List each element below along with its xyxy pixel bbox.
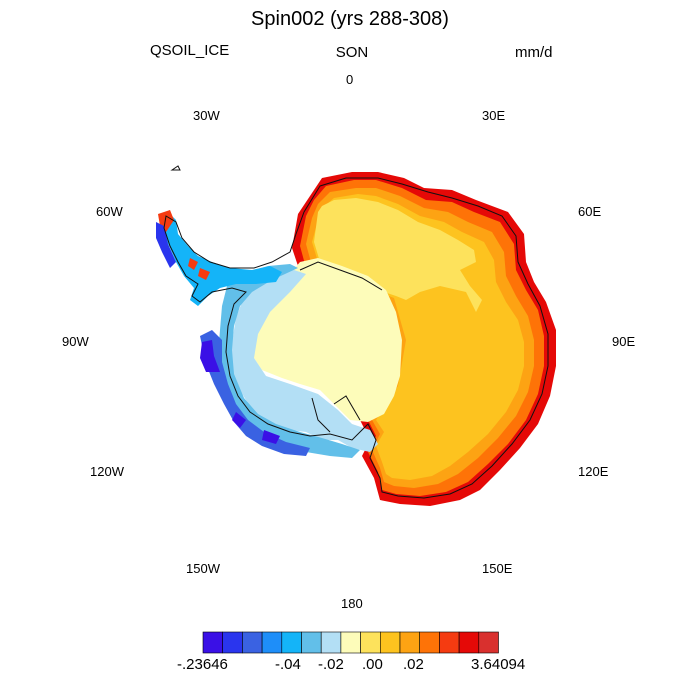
colorbar-swatch: [439, 631, 460, 654]
lon-label-90e: 90E: [612, 334, 636, 349]
colorbar-label-l1: -.04: [275, 656, 301, 673]
colorbar-swatch: [478, 631, 499, 654]
peninsula-red-region: [158, 210, 210, 280]
ice-shelf-line: [299, 261, 383, 433]
variable-name: QSOIL_ICE: [150, 42, 230, 59]
colorbar-swatch: [399, 631, 421, 654]
lon-label-120e: 120E: [578, 464, 609, 479]
island-outline: [170, 165, 181, 171]
plot-title: Spin002 (yrs 288-308): [251, 8, 449, 30]
colorbar-swatch: [360, 631, 381, 654]
colorbar-swatch: [320, 631, 342, 654]
west-lightblue-region: [230, 270, 378, 452]
colorbar-swatch: [379, 631, 401, 654]
colorbar-label-l2: -.02: [318, 656, 344, 673]
units-label: mm/d: [515, 44, 553, 61]
interior-yellow-region: [314, 198, 482, 312]
colorbar-swatch: [419, 631, 440, 654]
lon-label-150e: 150E: [482, 561, 513, 576]
colorbar-label-max: 3.64094: [471, 656, 526, 673]
west-coast-blue-region: [218, 264, 360, 458]
colorbar-label-l4: .02: [403, 656, 424, 673]
colorbar-label-min: -.23646: [177, 656, 228, 673]
lon-label-60w: 60W: [96, 204, 123, 219]
lon-label-0: 0: [346, 72, 354, 87]
peninsula-edge-blue-region: [156, 222, 176, 268]
lon-label-90w: 90W: [62, 334, 89, 349]
lon-label-30e: 30E: [482, 108, 506, 123]
colorbar-label-l3: .00: [362, 656, 383, 673]
west-edge-deepblue-region: [200, 340, 280, 444]
season-label: SON: [335, 44, 369, 61]
colorbar-swatch: [222, 631, 243, 654]
colorbar-swatch: [281, 631, 302, 654]
lon-label-150w: 150W: [186, 561, 220, 576]
lon-label-120w: 120W: [90, 464, 124, 479]
colorbar-swatch: [458, 631, 480, 654]
coastline-outline: [163, 177, 549, 499]
west-pale-region: [250, 258, 402, 422]
colorbar-swatch: [301, 631, 322, 654]
lon-label-180: 180: [341, 596, 363, 611]
peninsula-blue-region: [160, 212, 282, 306]
colorbar-swatch: [340, 631, 361, 654]
colorbar-swatch: [202, 631, 224, 654]
lon-label-60e: 60E: [578, 204, 602, 219]
colorbar-swatch: [242, 631, 263, 654]
lon-label-30w: 30W: [193, 108, 220, 123]
colorbar-swatch: [261, 631, 283, 654]
